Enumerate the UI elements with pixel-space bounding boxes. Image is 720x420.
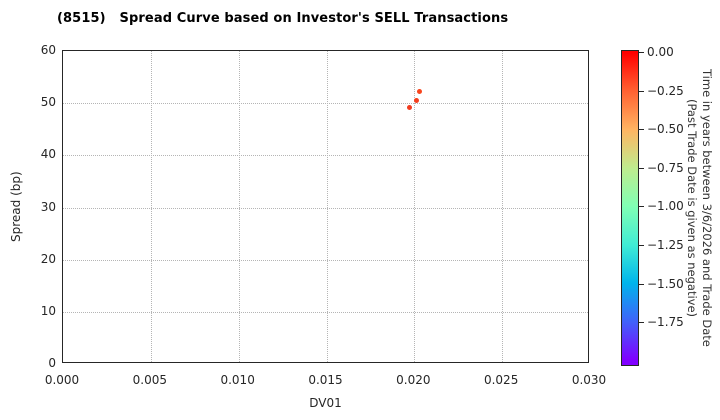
y-tick-label: 40 <box>40 147 56 162</box>
colorbar-tick <box>639 52 644 53</box>
colorbar-tick <box>639 167 644 169</box>
colorbar-tick-label: −0.50 <box>647 122 684 137</box>
colorbar-tick-label: 0.00 <box>647 45 674 59</box>
colorbar-label: Time in years between 3/6/2026 and Trade… <box>684 50 714 366</box>
x-axis-label: DV01 <box>309 396 342 410</box>
y-gridline <box>63 103 588 105</box>
colorbar-tick <box>639 245 644 247</box>
colorbar-tick-label: −1.75 <box>647 315 684 330</box>
y-tick-label: 60 <box>40 43 56 57</box>
colorbar-label-line1: Time in years between 3/6/2026 and Trade… <box>700 69 714 347</box>
x-tick-label: 0.010 <box>220 373 255 387</box>
y-tick-label: 50 <box>40 95 56 110</box>
colorbar-tick-label: −1.00 <box>647 199 684 214</box>
x-tick-label: 0.005 <box>132 373 168 387</box>
x-tick-label: 0.020 <box>396 373 431 387</box>
data-point <box>417 88 423 94</box>
y-tick-label: 0 <box>48 356 56 370</box>
x-gridline <box>238 51 240 362</box>
data-point <box>413 98 419 104</box>
colorbar-tick-label: −1.50 <box>647 276 684 291</box>
colorbar-tick <box>639 322 644 324</box>
y-tick-label: 10 <box>40 303 56 318</box>
x-gridline <box>414 51 416 362</box>
colorbar-tick-label: −0.25 <box>647 83 684 98</box>
data-point <box>406 104 412 110</box>
colorbar-tick <box>639 90 644 92</box>
colorbar-tick-label: −1.25 <box>647 238 684 253</box>
colorbar-tick <box>639 283 644 285</box>
y-tick-label: 20 <box>40 251 56 266</box>
x-gridline <box>502 51 504 362</box>
colorbar-tick-label: −0.75 <box>647 160 684 175</box>
y-tick-label: 30 <box>40 199 56 214</box>
y-gridline <box>63 207 588 209</box>
colorbar-label-line2: (Past Trade Date is given as negative) <box>685 98 699 318</box>
x-tick-label: 0.025 <box>483 373 519 387</box>
plot-area <box>62 50 589 363</box>
x-tick-label: 0.030 <box>571 373 607 387</box>
x-gridline <box>150 51 152 362</box>
y-gridline <box>63 259 588 261</box>
x-gridline <box>326 51 328 362</box>
y-gridline <box>63 311 588 313</box>
chart-title: (8515) Spread Curve based on Investor's … <box>57 11 509 26</box>
colorbar <box>621 50 639 366</box>
colorbar-tick <box>639 129 644 131</box>
x-tick-label: 0.000 <box>44 373 80 387</box>
y-gridline <box>63 155 588 157</box>
colorbar-tick <box>639 206 644 208</box>
x-tick-label: 0.015 <box>308 373 343 387</box>
